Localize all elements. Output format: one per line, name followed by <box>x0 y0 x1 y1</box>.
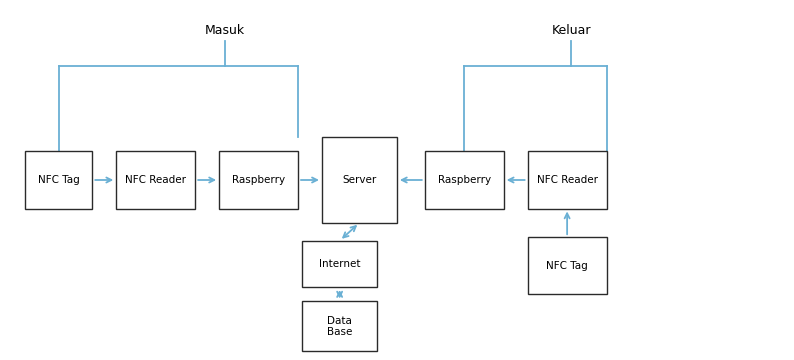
FancyBboxPatch shape <box>527 152 607 208</box>
Text: Keluar: Keluar <box>551 24 591 37</box>
Text: NFC Reader: NFC Reader <box>537 175 598 185</box>
FancyBboxPatch shape <box>527 237 607 294</box>
FancyBboxPatch shape <box>302 241 377 287</box>
Text: NFC Reader: NFC Reader <box>125 175 186 185</box>
FancyBboxPatch shape <box>25 152 92 208</box>
Text: Data
Base: Data Base <box>327 316 353 337</box>
FancyBboxPatch shape <box>116 152 195 208</box>
FancyBboxPatch shape <box>322 137 397 223</box>
Text: Internet: Internet <box>319 259 360 269</box>
Text: Raspberry: Raspberry <box>437 175 491 185</box>
Text: NFC Tag: NFC Tag <box>38 175 79 185</box>
Text: NFC Tag: NFC Tag <box>546 261 588 271</box>
FancyBboxPatch shape <box>219 152 298 208</box>
Text: Server: Server <box>342 175 376 185</box>
Text: Raspberry: Raspberry <box>232 175 285 185</box>
Text: Masuk: Masuk <box>205 24 245 37</box>
FancyBboxPatch shape <box>425 152 504 208</box>
FancyBboxPatch shape <box>302 301 377 351</box>
